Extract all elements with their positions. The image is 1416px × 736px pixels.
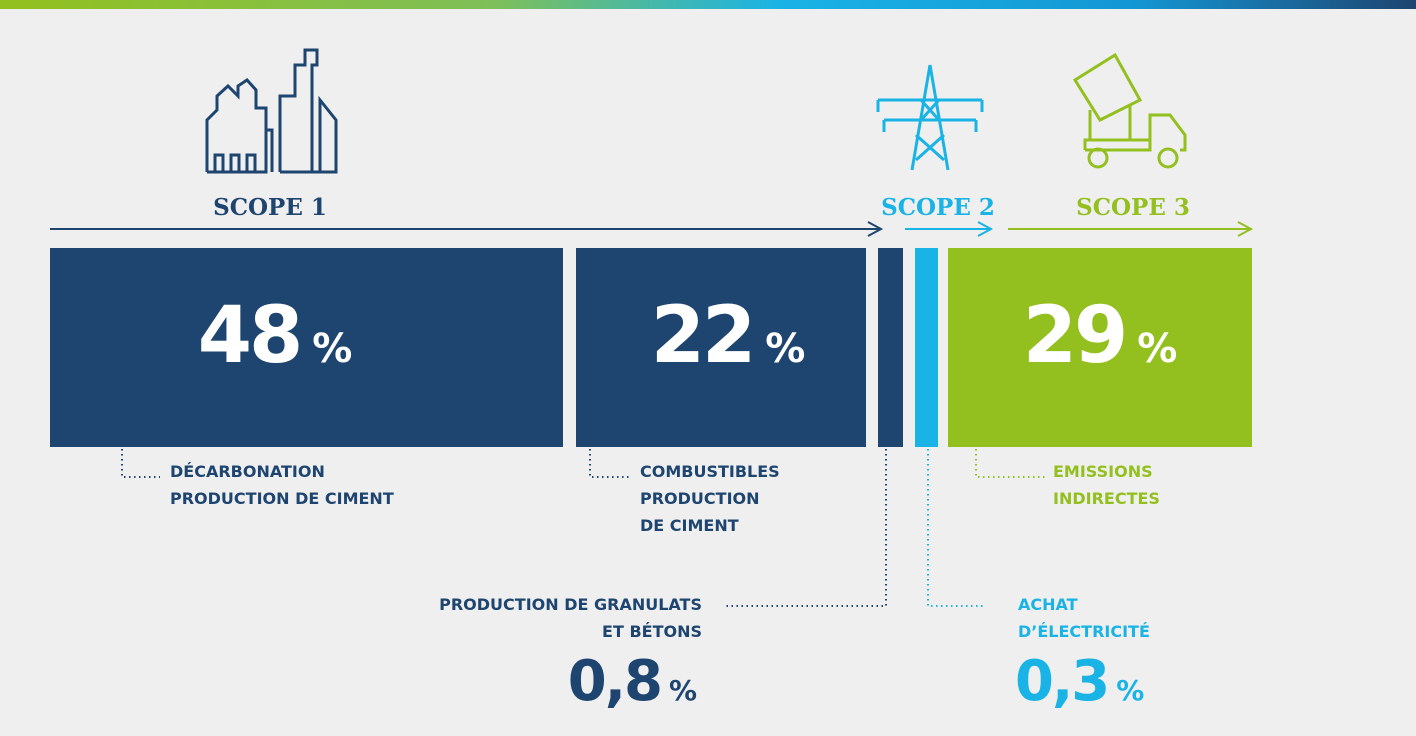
segment-label: DÉCARBONATION PRODUCTION DE CIMENT xyxy=(170,462,394,508)
pylon-icon xyxy=(876,64,984,171)
segment-value: 22% xyxy=(651,291,806,381)
segment-value: 48% xyxy=(198,291,353,381)
segment-block xyxy=(50,248,563,447)
segment-label: EMISSIONS INDIRECTES xyxy=(1053,462,1160,508)
factory-icon xyxy=(205,48,338,174)
segment-block xyxy=(948,248,1252,447)
connector xyxy=(927,449,985,607)
segment-value: 29% xyxy=(1023,291,1178,381)
segment-value: 0,8% xyxy=(568,649,697,714)
truck-icon xyxy=(1072,52,1187,169)
segment-label: COMBUSTIBLES PRODUCTION DE CIMENT xyxy=(640,462,780,535)
segment-label: ACHAT D’ÉLECTRICITÉ xyxy=(1018,595,1150,641)
segment-block xyxy=(915,248,938,447)
segment-block xyxy=(576,248,866,447)
segment-value: 0,3% xyxy=(1015,649,1144,714)
arrows xyxy=(50,221,1254,237)
scope-label: SCOPE 3 xyxy=(1076,194,1190,221)
segment-label: PRODUCTION DE GRANULATS ET BÉTONS xyxy=(439,595,702,641)
segment-block xyxy=(878,248,903,447)
top-bar xyxy=(0,0,1416,9)
scope-label: SCOPE 1 xyxy=(213,194,327,221)
scope-label: SCOPE 2 xyxy=(881,194,995,221)
